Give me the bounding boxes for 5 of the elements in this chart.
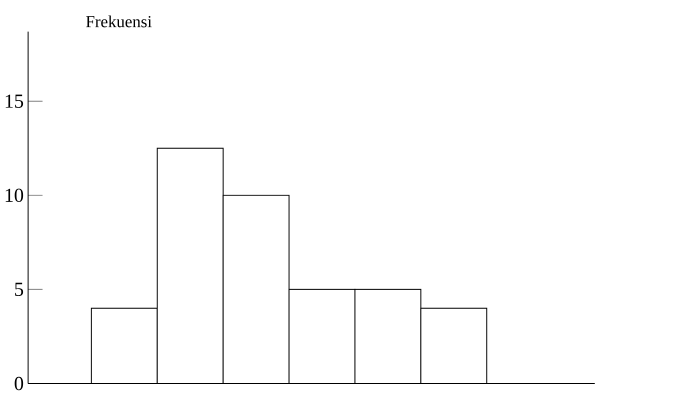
y-axis-title: Frekuensi — [86, 15, 152, 28]
y-tick-label: 10 — [6, 188, 24, 202]
y-tick-label: 15 — [6, 94, 24, 108]
y-tick-label: 0 — [14, 376, 24, 390]
y-tick-label: 5 — [15, 282, 24, 296]
